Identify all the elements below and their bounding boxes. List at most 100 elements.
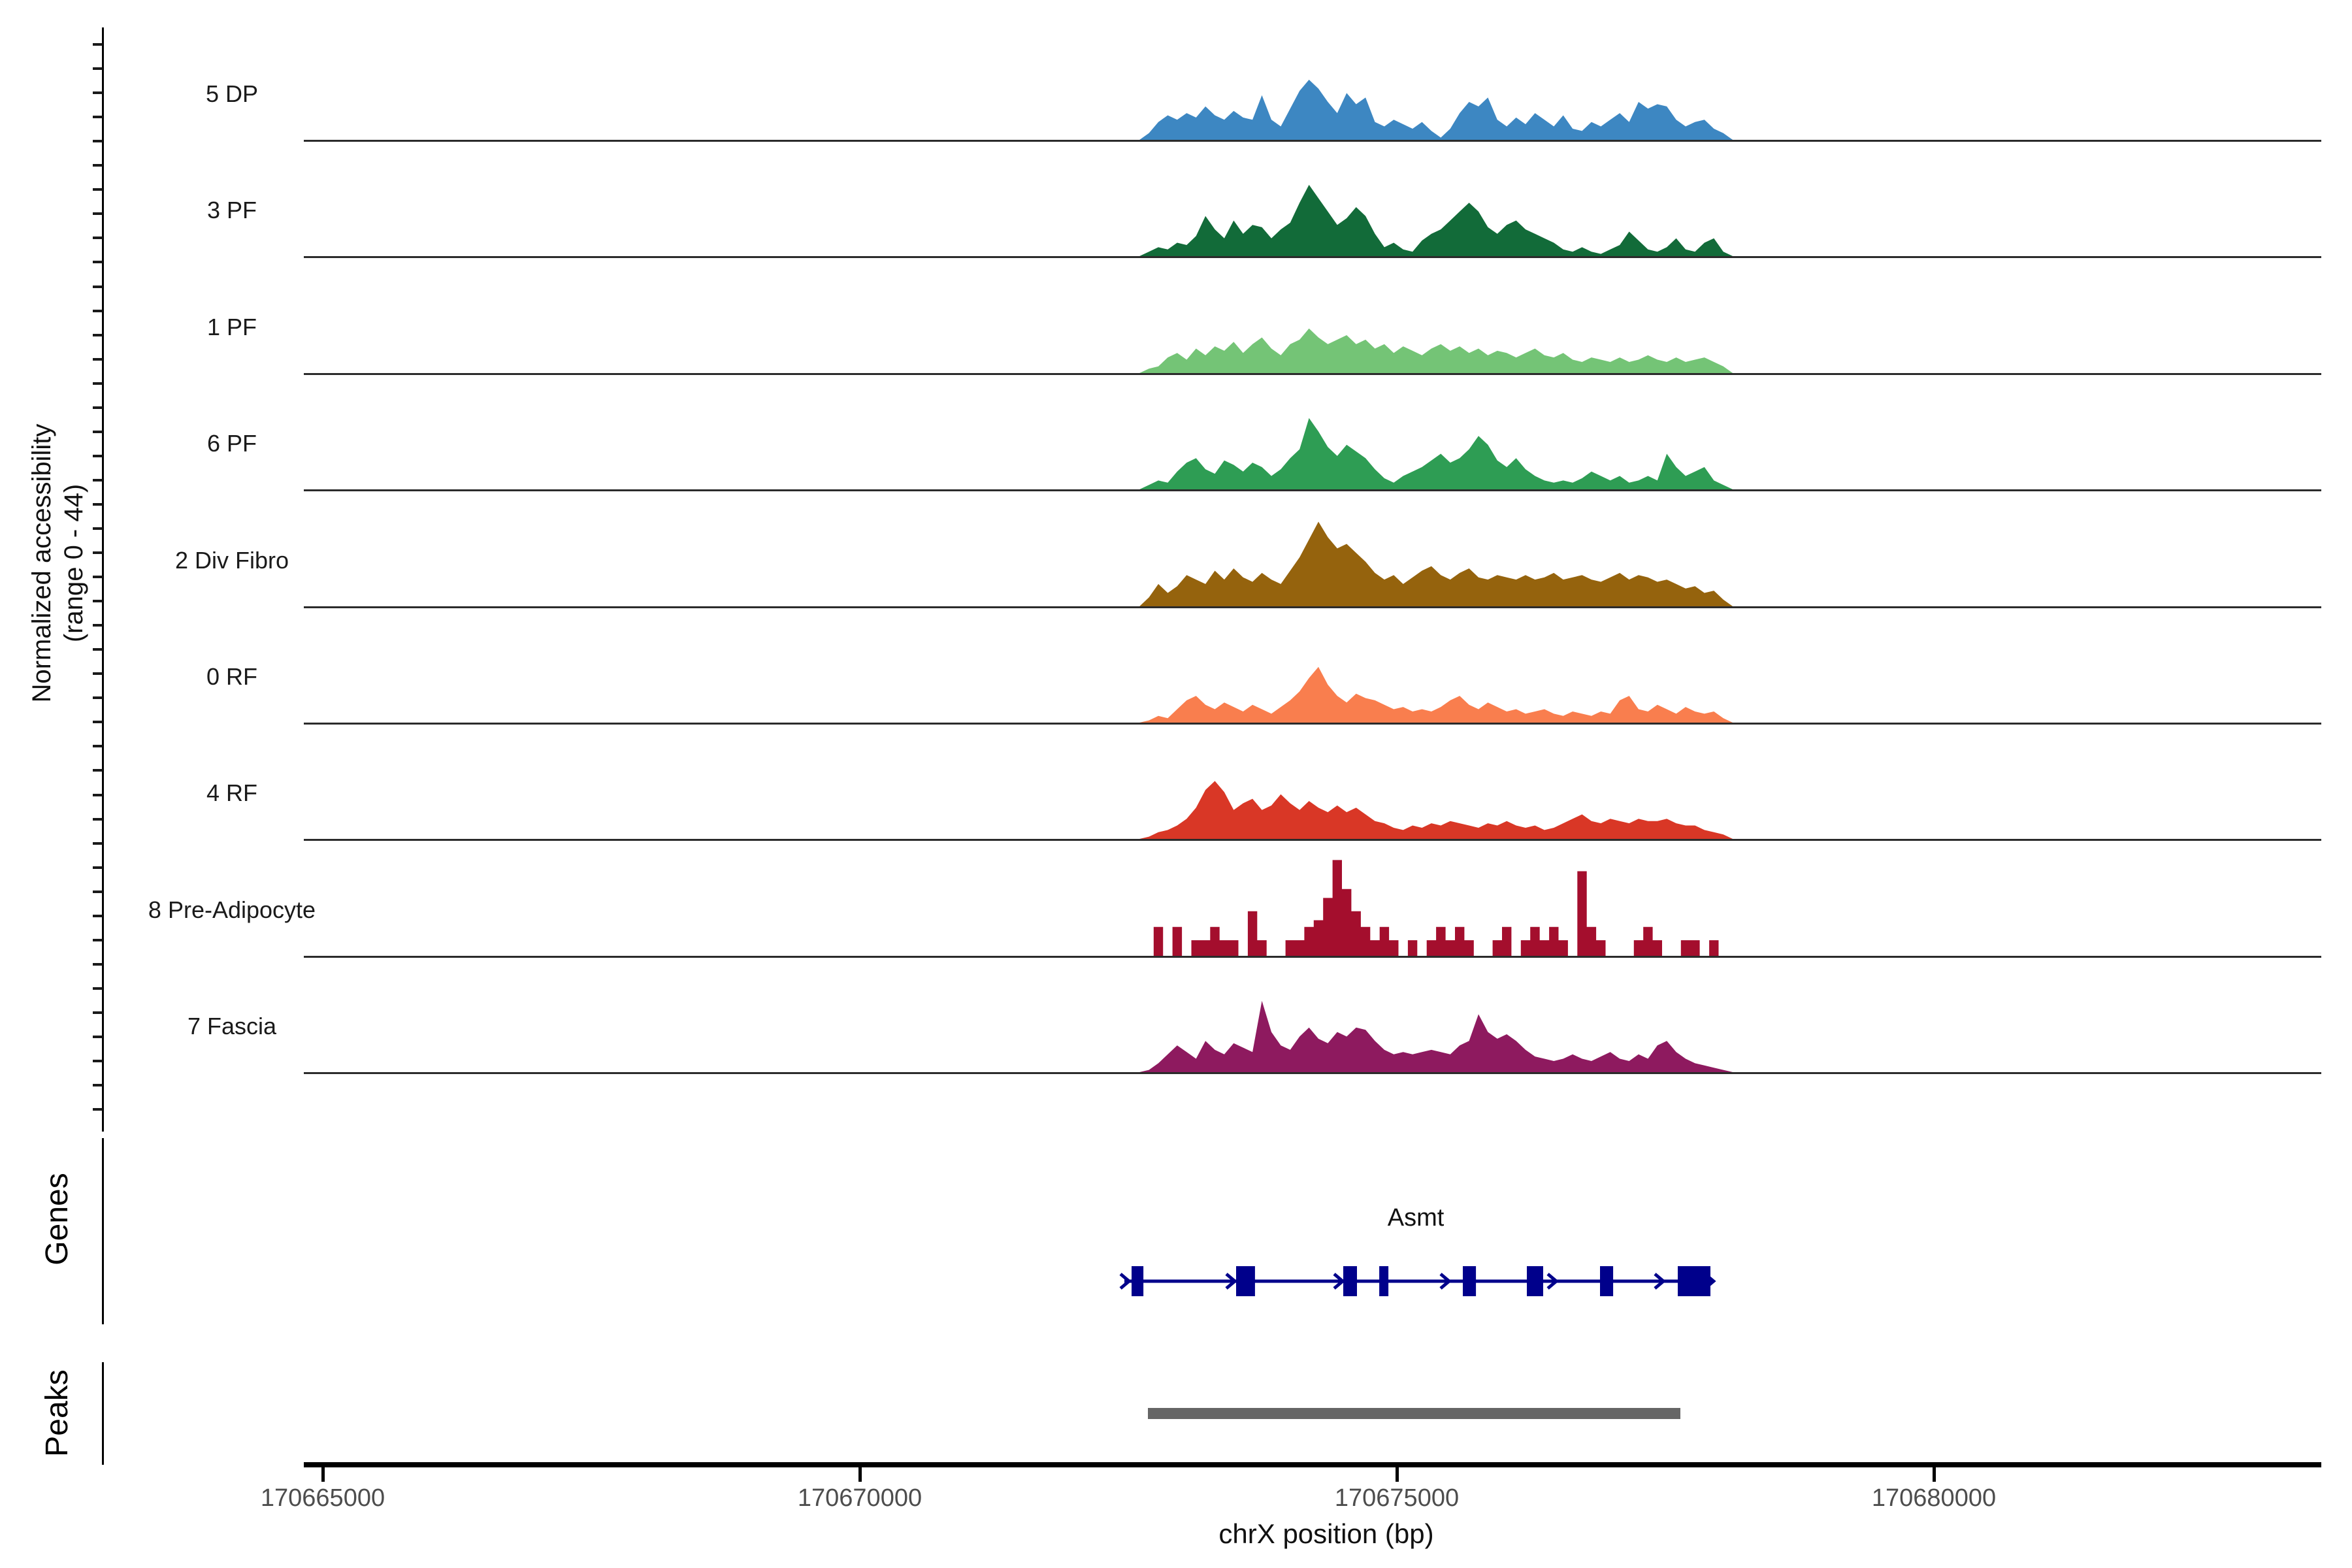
track-baseline: [304, 140, 2321, 142]
coverage-area: [1134, 781, 1738, 840]
genes-section-label: Genes: [40, 1173, 74, 1266]
y-axis-title-line2: (range 0 - 44): [59, 483, 88, 643]
y-axis-tick: [93, 987, 103, 990]
track-label: 7 Fascia: [187, 1013, 277, 1040]
x-axis-line: [304, 1462, 2321, 1467]
gene-strand-arrow-icon: [1225, 1273, 1237, 1290]
y-axis-tick: [93, 140, 103, 142]
gene-exon: [1526, 1266, 1543, 1296]
track-baseline: [304, 256, 2321, 259]
y-axis-tick: [93, 648, 103, 651]
y-axis-tick: [93, 43, 103, 46]
coverage-area: [1134, 1001, 1738, 1073]
coverage-area: [1134, 328, 1738, 373]
y-axis-tick: [93, 382, 103, 385]
y-axis-tick: [93, 769, 103, 772]
gene-exon: [1235, 1266, 1255, 1296]
y-axis-tick: [93, 116, 103, 118]
y-axis-tick: [93, 624, 103, 627]
y-axis-tick: [93, 164, 103, 167]
peaks-axis-bracket: [102, 1362, 104, 1465]
y-axis-tick: [93, 527, 103, 530]
gene-exon: [1379, 1266, 1389, 1296]
track-label: 5 DP: [205, 80, 259, 107]
y-axis-tick: [93, 963, 103, 966]
y-axis-line: [102, 27, 104, 1132]
y-axis-tick: [93, 188, 103, 191]
gene-strand-arrow-icon: [1439, 1273, 1452, 1290]
coverage-area: [1134, 521, 1738, 606]
y-axis-tick: [93, 406, 103, 409]
y-axis-tick: [93, 334, 103, 336]
x-axis-tick: [858, 1467, 862, 1482]
gene-strand-arrow-icon: [1654, 1273, 1666, 1290]
y-axis-tick: [93, 551, 103, 554]
y-axis-tick: [93, 721, 103, 723]
track-baseline: [304, 839, 2321, 841]
y-axis-tick: [93, 479, 103, 482]
y-axis-tick: [93, 310, 103, 312]
track-baseline: [304, 606, 2321, 608]
gene-exon: [1677, 1266, 1710, 1296]
gene-exon: [1343, 1266, 1357, 1296]
x-axis-tick-label: 170680000: [1871, 1484, 1997, 1512]
y-axis-tick: [93, 1084, 103, 1086]
y-axis-tick: [93, 842, 103, 845]
y-axis-tick: [93, 455, 103, 457]
y-axis-tick: [93, 261, 103, 263]
coverage-area: [1134, 860, 1738, 956]
peak-region-bar: [1147, 1408, 1680, 1419]
coverage-area: [1134, 418, 1738, 490]
track-label: 4 RF: [206, 779, 257, 807]
y-axis-tick: [93, 431, 103, 433]
track-label: 3 PF: [206, 197, 257, 224]
gene-model: [1119, 1266, 1716, 1296]
x-axis-tick: [1395, 1467, 1399, 1482]
y-axis-tick: [93, 745, 103, 747]
track-label: 6 PF: [206, 430, 257, 457]
gene-strand-arrow-icon: [1119, 1273, 1132, 1290]
y-axis-tick: [93, 939, 103, 941]
gene-name-label: Asmt: [1387, 1204, 1445, 1232]
y-axis-tick: [93, 212, 103, 215]
track-label: 1 PF: [206, 313, 257, 340]
y-axis-tick: [93, 696, 103, 699]
gene-exon: [1462, 1266, 1477, 1296]
gene-body-line: [1124, 1279, 1713, 1283]
y-axis-tick: [93, 794, 103, 796]
track-baseline: [304, 1072, 2321, 1075]
track-baseline: [304, 723, 2321, 725]
gene-strand-arrow-icon: [1333, 1273, 1345, 1290]
y-axis-tick: [93, 286, 103, 288]
y-axis-tick: [93, 818, 103, 821]
track-baseline: [304, 489, 2321, 492]
y-axis-tick: [93, 503, 103, 506]
x-axis-title: chrX position (bp): [1218, 1518, 1434, 1549]
y-axis-tick: [93, 915, 103, 917]
y-axis-tick: [93, 67, 103, 70]
track-label: 8 Pre-Adipocyte: [148, 896, 316, 923]
y-axis-tick: [93, 358, 103, 361]
y-axis-tick: [93, 600, 103, 602]
coverage-area: [1134, 666, 1738, 723]
y-axis-tick: [93, 1060, 103, 1062]
y-axis-tick: [93, 866, 103, 869]
genes-axis-bracket: [102, 1138, 104, 1324]
peaks-section-label: Peaks: [40, 1369, 74, 1457]
y-axis-tick: [93, 890, 103, 893]
track-label: 2 Div Fibro: [174, 546, 289, 574]
gene-exon: [1131, 1266, 1144, 1296]
y-axis-tick: [93, 1011, 103, 1014]
x-axis-tick-label: 170675000: [1334, 1484, 1460, 1512]
gene-strand-arrow-icon: [1546, 1273, 1559, 1290]
y-axis-tick: [93, 237, 103, 239]
x-axis-tick: [1932, 1467, 1936, 1482]
y-axis-tick: [93, 576, 103, 578]
coverage-area: [1134, 80, 1738, 140]
y-axis-tick: [93, 672, 103, 675]
track-label: 0 RF: [206, 663, 257, 690]
y-axis-title: Normalized accessibility (range 0 - 44): [26, 269, 91, 857]
y-axis-tick: [93, 1036, 103, 1038]
y-axis-tick: [93, 1108, 103, 1111]
